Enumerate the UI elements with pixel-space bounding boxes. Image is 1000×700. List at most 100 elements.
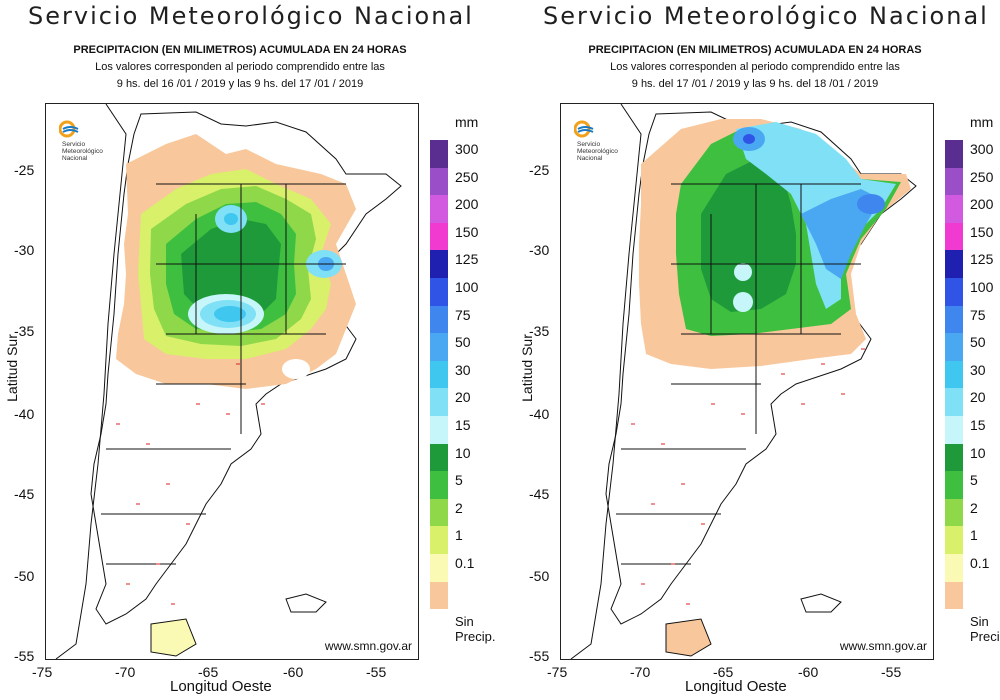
- legend-row: 75: [430, 305, 490, 334]
- legend-label: 0.1: [970, 554, 990, 571]
- y-tick: -55: [529, 648, 550, 664]
- legend-swatch: [945, 195, 963, 223]
- legend-swatch-no-precip: [945, 581, 963, 610]
- legend-row: 5: [430, 471, 490, 499]
- legend-row: 250: [430, 167, 490, 196]
- map-graphic: [55, 104, 402, 659]
- legend-label-precip: Precip.: [455, 628, 496, 644]
- legend-rows: 300 250 200 150 125 100 75 50 30 20 15 10 5 2 1 0.1: [430, 140, 490, 582]
- legend-swatch: [945, 388, 963, 416]
- logo-line-1: Servicio: [577, 141, 601, 148]
- y-tick: -55: [14, 648, 35, 664]
- legend-swatch: [945, 526, 963, 554]
- precip-legend: mm 300 250 200 150 125 100 75 50 30 20 15 10 5 2 1 0.1 …: [430, 114, 495, 644]
- legend-swatch: [430, 553, 448, 582]
- x-tick: -55: [366, 664, 387, 680]
- precip-core-north-inner: [743, 134, 755, 144]
- legend-swatch: [430, 277, 448, 306]
- legend-swatch: [430, 471, 448, 499]
- legend-row: 200: [430, 195, 490, 223]
- legend-swatch: [945, 250, 963, 278]
- y-tick: -30: [14, 242, 35, 258]
- legend-swatch: [945, 415, 963, 444]
- station-marks: [116, 363, 265, 605]
- legend-label: 50: [970, 334, 986, 351]
- x-axis-label: Longitud Oeste: [170, 678, 272, 695]
- smn-logo-icon: [574, 120, 594, 138]
- x-tick: -75: [32, 664, 53, 680]
- y-tick: -40: [14, 406, 35, 422]
- smn-logo-icon: [59, 120, 79, 138]
- y-axis-label: Latitud Sur: [3, 334, 20, 402]
- logo-line-1: Servicio: [62, 141, 86, 148]
- chile-outline: [55, 104, 127, 659]
- legend-swatch: [430, 305, 448, 334]
- x-tick: -65: [713, 664, 734, 680]
- legend-label: 10: [970, 444, 986, 461]
- logo-line-2: Meteorológico: [577, 148, 618, 155]
- precip-core-northeast: [857, 194, 885, 214]
- chile-outline: [570, 104, 642, 659]
- legend-swatch: [430, 167, 448, 196]
- legend-label: 125: [455, 251, 479, 268]
- legend-label: 5: [970, 472, 978, 489]
- legend-label-sin: Sin: [455, 613, 474, 629]
- panel-title: Servicio Meteorológico Nacional: [543, 2, 989, 30]
- legend-swatch: [430, 360, 448, 389]
- precipitation-map: Servicio Meteorológico Nacional www.smn.…: [45, 103, 419, 660]
- legend-row: 125: [430, 250, 490, 278]
- x-tick: -65: [198, 664, 219, 680]
- legend-label: 15: [970, 416, 986, 433]
- legend-row: 300: [430, 140, 490, 168]
- legend-label: 20: [455, 389, 471, 406]
- x-tick: -60: [798, 664, 819, 680]
- precip-legend: mm 300 250 200 150 125 100 75 50 30 20 15 10 5 2 1 0.1 …: [945, 114, 1000, 644]
- legend-label: 300: [455, 141, 479, 157]
- legend-label: 250: [455, 168, 479, 185]
- legend-swatch: [945, 443, 963, 472]
- legend-row: 2: [430, 498, 490, 527]
- malvinas: [800, 593, 842, 613]
- legend-swatch: [430, 333, 448, 361]
- panel-period: 9 hs. del 17 /01 / 2019 y las 9 hs. del …: [631, 78, 879, 90]
- precip-core-central-peak: [214, 306, 246, 322]
- panel-subtitle-2: Los valores corresponden al periodo comp…: [95, 61, 385, 73]
- legend-row: 15: [945, 415, 1000, 444]
- y-tick: -35: [529, 323, 550, 339]
- tierra-del-fuego: [150, 618, 197, 657]
- legend-rows: 300 250 200 150 125 100 75 50 30 20 15 10 5 2 1 0.1: [945, 140, 1000, 582]
- province-boundaries: [616, 183, 861, 565]
- station-marks: [631, 348, 865, 605]
- legend-label: 150: [455, 223, 479, 240]
- legend-row: 150: [945, 222, 1000, 251]
- legend-unit: mm: [970, 114, 994, 130]
- legend-row: 150: [430, 222, 490, 251]
- legend-swatch: [945, 167, 963, 196]
- legend-row: 250: [945, 167, 1000, 196]
- legend-row: 100: [430, 277, 490, 306]
- y-axis-label: Latitud Sur: [518, 334, 535, 402]
- legend-row: 1: [945, 526, 1000, 554]
- y-tick: -25: [14, 162, 35, 178]
- precip-core-north-inner: [224, 213, 238, 225]
- map-graphic: [570, 104, 917, 659]
- legend-label-sin: Sin: [970, 613, 989, 629]
- precipitation-map: Servicio Meteorológico Nacional www.smn.…: [560, 103, 934, 660]
- precip-core-south: [733, 292, 753, 312]
- legend-row: 100: [945, 277, 1000, 306]
- smn-logo: Servicio Meteorológico Nacional: [59, 119, 149, 169]
- legend-swatch: [430, 140, 448, 168]
- legend-swatch: [945, 333, 963, 361]
- legend-label: 75: [455, 306, 471, 323]
- legend-row: 125: [945, 250, 1000, 278]
- legend-swatch: [945, 553, 963, 582]
- legend-unit: mm: [455, 114, 479, 130]
- legend-swatch: [430, 498, 448, 527]
- legend-swatch: [945, 471, 963, 499]
- legend-swatch: [430, 415, 448, 444]
- precip-area-darkgreen: [181, 219, 281, 317]
- legend-label: 10: [455, 444, 471, 461]
- legend-label: 2: [970, 499, 978, 516]
- y-tick: -50: [529, 568, 550, 584]
- smn-url: www.smn.gov.ar: [839, 639, 927, 653]
